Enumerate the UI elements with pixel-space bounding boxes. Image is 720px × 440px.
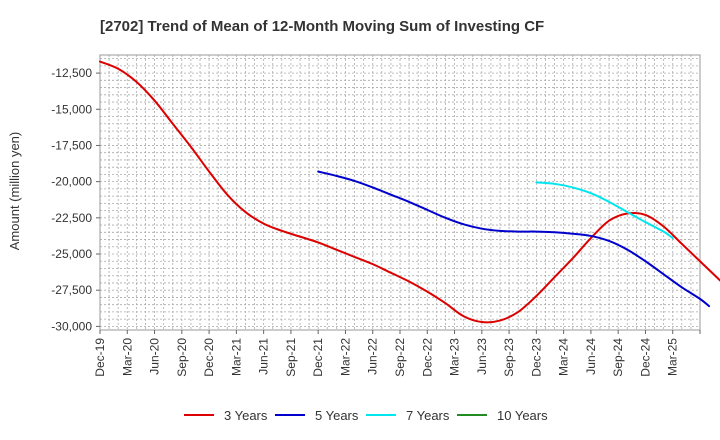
series-lines [99,60,720,324]
x-tick-label: Jun-23 [475,338,489,375]
y-tick-label: -12,500 [51,66,92,80]
chart-title: [2702] Trend of Mean of 12-Month Moving … [100,18,544,35]
x-tick-label: Mar-23 [448,338,462,376]
x-tick-label: Dec-21 [311,338,325,377]
y-tick-label: -22,500 [51,211,92,225]
legend-label-5-years: 5 Years [315,408,359,423]
x-tick-label: Mar-25 [666,338,680,376]
legend: 3 Years 5 Years 7 Years 10 Years [184,408,548,423]
y-tick-label: -25,000 [51,247,92,261]
x-tick-label: Dec-22 [420,338,434,377]
y-tick-label: -17,500 [51,138,92,152]
x-tick-label: Sep-22 [393,338,407,377]
x-tick-label: Sep-24 [611,338,625,377]
x-tick-label: Jun-24 [584,338,598,375]
grid [100,55,700,330]
legend-label-3-years: 3 Years [224,408,268,423]
x-tick-label: Sep-23 [502,338,516,377]
y-tick-label: -15,000 [51,102,92,116]
y-tick-label: -27,500 [51,283,92,297]
x-tick-label: Dec-19 [93,338,107,377]
y-tick-label: -30,000 [51,319,92,333]
series-line-5-years [317,170,711,308]
legend-label-7-years: 7 Years [406,408,450,423]
x-tick-label: Mar-24 [557,338,571,376]
x-tick-label: Mar-21 [229,338,243,376]
x-tick-label: Jun-22 [366,338,380,375]
axis-ticks: -12,500 -15,000 -17,500 -20,000 -22,500 -25,0… [51,66,701,377]
x-tick-label: Mar-22 [338,338,352,376]
x-tick-label: Mar-20 [120,338,134,376]
x-tick-label: Dec-24 [638,338,652,377]
legend-label-10-years: 10 Years [497,408,548,423]
y-tick-label: -20,000 [51,175,92,189]
x-tick-label: Sep-20 [175,338,189,377]
x-tick-label: Sep-21 [284,338,298,377]
x-tick-label: Dec-23 [529,338,543,377]
x-tick-label: Jun-21 [257,338,271,375]
x-tick-label: Jun-20 [148,338,162,375]
series-line-7-years [535,181,674,240]
y-axis-label: Amount (million yen) [7,132,22,251]
x-tick-label: Dec-20 [202,338,216,377]
